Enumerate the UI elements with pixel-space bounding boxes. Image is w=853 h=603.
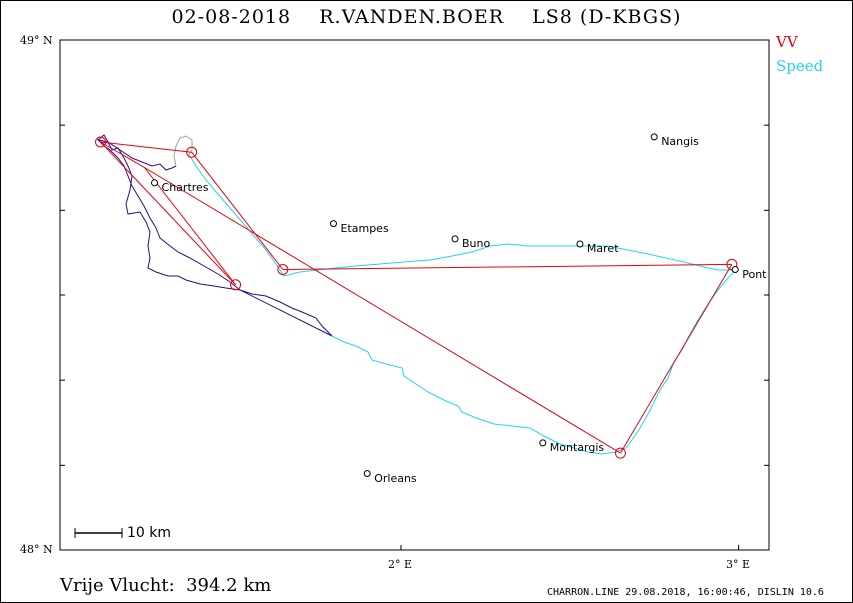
track-slow-segment [96,134,333,337]
track-grey-segment [173,135,193,167]
lat-top-label: 49° N [20,34,53,47]
town-label: Nangis [661,134,699,148]
task-leg [144,167,236,286]
town-marker [329,220,337,228]
lat-bottom-label: 48° N [20,543,53,556]
turnpoint-circle [230,279,242,291]
scale-label: 10 km [127,525,172,541]
town-label: Orleans [374,471,417,485]
task-leg [191,151,284,270]
distance-text: Vrije Vlucht: 394.2 km [60,575,272,596]
turnpoint-circle [277,264,289,275]
lon-2-label: 2° E [388,558,413,571]
page-title: 02-08-2018 R.VANDEN.BOER LS8 (D-KBGS) [171,6,682,28]
task-leg [100,141,236,286]
footer-credit: CHARRON.LINE 29.08.2018, 16:00:46, DISLI… [547,587,824,598]
town-marker [151,179,159,187]
task-leg [282,263,732,270]
town-marker [451,235,459,243]
town-label: Montargis [549,440,605,454]
town-label: Maret [586,242,619,255]
town-marker [363,470,371,477]
legend-speed: Speed [776,57,824,75]
town-marker [576,240,584,248]
town-label: Pont [742,267,767,281]
town-markers [151,133,739,477]
task-leg [100,141,192,153]
legend-vv: VV [776,33,798,51]
town-label: Chartres [161,180,209,194]
town-label: Etampes [340,221,389,235]
turnpoint-circle [614,447,626,459]
town-marker [650,133,658,141]
town-marker [731,266,739,273]
town-marker [539,439,547,447]
task-leg [100,141,145,168]
task-lines [100,141,733,454]
task-leg [144,167,621,454]
task-leg [620,264,733,454]
town-label: Buno [462,236,491,250]
scale-bar [74,528,123,538]
track-fast-segment [189,155,738,455]
turnpoint-circle [95,136,107,148]
axis-ticks [60,39,769,551]
turnpoint-circle [186,146,198,158]
lon-3-label: 3° E [726,558,751,571]
